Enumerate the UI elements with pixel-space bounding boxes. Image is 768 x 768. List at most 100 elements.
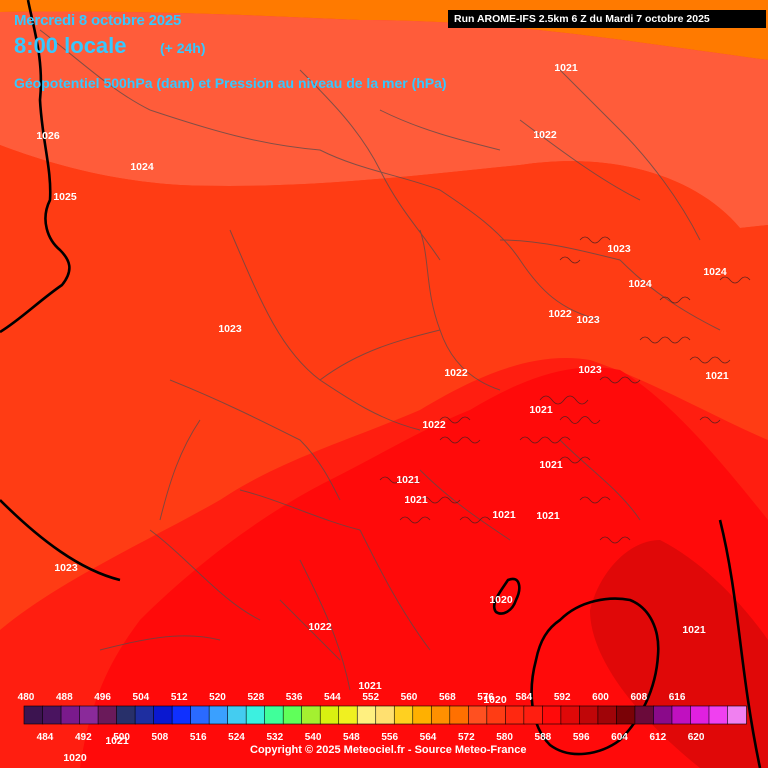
legend-top-label: 576 xyxy=(477,692,494,703)
legend-bottom-label: 524 xyxy=(228,732,245,743)
legend-swatch xyxy=(245,705,266,725)
legend-swatch xyxy=(430,705,451,725)
coastline-britain xyxy=(0,0,71,334)
isobar-label: 1021 xyxy=(404,494,428,506)
legend-bottom-label: 492 xyxy=(75,732,92,743)
isobar-label: 1025 xyxy=(53,191,77,203)
legend-swatch xyxy=(338,705,359,725)
legend-top-label: 512 xyxy=(171,692,188,703)
legend-swatch xyxy=(542,705,562,725)
legend-swatch xyxy=(319,705,340,725)
isobar-labels: 1021 1026 1024 1022 1025 1023 1024 1024 … xyxy=(36,62,729,764)
legend-swatch xyxy=(708,705,729,725)
legend-top-label: 608 xyxy=(630,692,647,703)
isobar-label: 1021 xyxy=(105,735,129,747)
legend-bottom-label: 588 xyxy=(535,732,552,743)
legend-swatch xyxy=(282,705,303,725)
legend-swatches xyxy=(23,705,747,725)
legend-swatch xyxy=(597,705,618,725)
legend-swatch xyxy=(264,705,284,725)
legend-swatch xyxy=(486,705,507,725)
legend-bottom-label: 484 xyxy=(37,732,54,743)
legend-top-label: 544 xyxy=(324,692,341,703)
isobar-label: 1020 xyxy=(63,752,87,764)
isobar-label: 1021 xyxy=(358,680,382,692)
color-scale-legend: 480 488 496 504 512 520 528 536 544 552 560 568 576 5… xyxy=(18,692,747,743)
legend-swatch xyxy=(653,705,673,725)
coastline-sardinia xyxy=(530,597,660,756)
run-info: Run AROME-IFS 2.5km 6 Z du Mardi 7 octob… xyxy=(448,10,766,28)
legend-swatch xyxy=(208,705,229,725)
legend-swatch xyxy=(227,705,247,725)
band-deep-red xyxy=(80,367,768,768)
coastline-italy-east xyxy=(718,519,762,768)
copyright: Copyright © 2025 Meteociel.fr - Source M… xyxy=(250,744,527,756)
lead-time: (+ 24h) xyxy=(160,40,206,56)
legend-bottom-label: 612 xyxy=(649,732,666,743)
legend-bottom-label: 500 xyxy=(113,732,130,743)
legend-top-labels: 480 488 496 504 512 520 528 536 544 552 560 568 576 5… xyxy=(18,692,686,703)
field-description: Géopotentiel 500hPa (dam) et Pression au… xyxy=(14,75,447,91)
legend-swatch xyxy=(375,705,396,725)
legend-top-label: 536 xyxy=(286,692,303,703)
legend-swatch xyxy=(634,705,655,725)
isobar-label: 1022 xyxy=(308,621,332,633)
isobar-label: 1021 xyxy=(396,474,420,486)
isobar-label: 1023 xyxy=(607,243,631,255)
isobar-label: 1021 xyxy=(705,370,729,382)
terrain-contours xyxy=(379,236,751,544)
legend-top-label: 552 xyxy=(362,692,379,703)
legend-top-label: 616 xyxy=(669,692,686,703)
coastline-iberia-north xyxy=(0,499,121,582)
legend-swatch xyxy=(412,705,433,725)
country-borders xyxy=(39,29,721,691)
legend-swatch xyxy=(134,705,155,725)
legend-swatch xyxy=(79,705,99,725)
legend-swatch xyxy=(671,705,692,725)
legend-swatch xyxy=(505,705,525,725)
isobar-label: 1022 xyxy=(533,129,557,141)
legend-top-label: 600 xyxy=(592,692,609,703)
isobar-label: 1021 xyxy=(529,404,553,416)
isobar-label: 1021 xyxy=(492,509,516,521)
legend-bottom-label: 596 xyxy=(573,732,590,743)
legend-bottom-label: 604 xyxy=(611,732,628,743)
legend-swatch xyxy=(727,705,747,725)
legend-swatch xyxy=(690,705,710,725)
legend-swatch xyxy=(171,705,192,725)
legend-top-label: 504 xyxy=(133,692,150,703)
legend-top-label: 592 xyxy=(554,692,571,703)
isobar-label: 1022 xyxy=(422,419,446,431)
isobar-label: 1020 xyxy=(483,694,507,706)
isobar-label: 1021 xyxy=(554,62,578,74)
legend-swatch xyxy=(393,705,414,725)
legend-swatch xyxy=(523,705,544,725)
legend-top-label: 560 xyxy=(401,692,418,703)
isobar-label: 1024 xyxy=(628,278,652,290)
legend-swatch xyxy=(42,705,62,725)
forecast-time: 8:00 locale xyxy=(14,33,127,58)
legend-swatch xyxy=(579,705,599,725)
isobar-label: 1026 xyxy=(36,130,60,142)
legend-bottom-label: 540 xyxy=(305,732,322,743)
isobar-label: 1022 xyxy=(548,308,572,320)
legend-bottom-label: 620 xyxy=(688,732,705,743)
legend-swatch xyxy=(356,705,377,725)
legend-swatch xyxy=(560,705,581,725)
isobar-label: 1023 xyxy=(578,364,602,376)
isobar-label: 1022 xyxy=(444,367,468,379)
forecast-date: Mercredi 8 octobre 2025 xyxy=(14,12,182,29)
legend-swatch xyxy=(468,705,488,725)
legend-top-label: 480 xyxy=(18,692,35,703)
legend-top-label: 568 xyxy=(439,692,456,703)
legend-bottom-label: 532 xyxy=(266,732,283,743)
isobar-label: 1024 xyxy=(703,266,727,278)
legend-bottom-label: 564 xyxy=(420,732,437,743)
legend-bottom-label: 572 xyxy=(458,732,475,743)
isobar-label: 1024 xyxy=(130,161,154,173)
legend-top-label: 488 xyxy=(56,692,73,703)
legend-swatch xyxy=(97,705,118,725)
isobar-label: 1020 xyxy=(489,594,513,606)
